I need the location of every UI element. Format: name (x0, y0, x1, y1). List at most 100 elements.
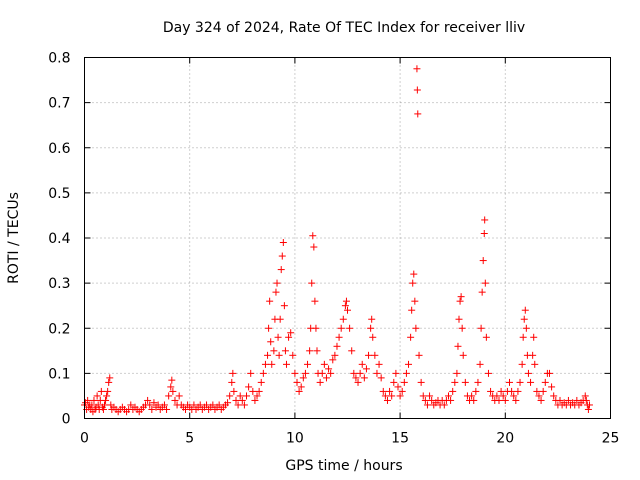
data-point (160, 401, 168, 409)
data-point (293, 378, 301, 386)
y-tick-label: 0.3 (48, 276, 70, 292)
data-point (337, 324, 345, 332)
data-point (585, 401, 593, 409)
x-tick-label: 25 (602, 431, 620, 447)
data-point (519, 333, 527, 341)
data-point (325, 365, 333, 373)
data-point (481, 279, 489, 287)
data-point (392, 369, 400, 377)
data-point (531, 360, 539, 368)
data-point (279, 239, 287, 247)
data-point (398, 387, 406, 395)
data-point (539, 387, 547, 395)
data-point (451, 378, 459, 386)
data-point (90, 396, 98, 404)
data-point (310, 243, 318, 251)
data-point (417, 378, 425, 386)
data-point (548, 383, 556, 391)
data-point (236, 392, 244, 400)
data-point (348, 347, 356, 355)
data-point (285, 333, 293, 341)
data-point (190, 401, 198, 409)
data-point (412, 324, 420, 332)
data-point (306, 347, 314, 355)
data-point (264, 351, 272, 359)
data-point (267, 338, 275, 346)
y-tick-label: 0.4 (48, 231, 70, 247)
data-point (322, 374, 330, 382)
data-point (104, 387, 112, 395)
data-point (472, 387, 480, 395)
data-point (533, 387, 541, 395)
data-point (224, 399, 232, 407)
data-point (291, 369, 299, 377)
data-point (454, 342, 462, 350)
data-point (342, 297, 350, 305)
data-point (411, 297, 419, 305)
data-point (419, 392, 427, 400)
data-point (381, 392, 389, 400)
y-tick-label: 0.6 (48, 141, 70, 157)
data-point (103, 392, 111, 400)
data-point (226, 392, 234, 400)
data-point (545, 369, 553, 377)
data-point (383, 396, 391, 404)
data-point (339, 315, 347, 323)
data-point (407, 333, 415, 341)
data-point (527, 378, 535, 386)
data-point (522, 324, 530, 332)
data-point (278, 252, 286, 260)
data-point (581, 392, 589, 400)
data-point (510, 392, 518, 400)
data-marks (81, 65, 593, 416)
data-point (423, 401, 431, 409)
data-point (524, 369, 532, 377)
data-point (508, 387, 516, 395)
y-tick-label: 0.2 (48, 321, 70, 337)
data-point (94, 401, 102, 409)
data-point (245, 383, 253, 391)
data-point (275, 351, 283, 359)
data-point (106, 374, 114, 382)
data-point (287, 329, 295, 337)
data-point (390, 378, 398, 386)
data-point (529, 351, 537, 359)
data-point (346, 324, 354, 332)
plot-frame (84, 57, 611, 419)
data-point (232, 396, 240, 404)
data-point (240, 401, 248, 409)
data-point (537, 396, 545, 404)
data-point (426, 392, 434, 400)
data-point (312, 324, 320, 332)
data-point (354, 378, 362, 386)
data-point (518, 360, 526, 368)
data-point (480, 229, 488, 237)
data-point (171, 396, 179, 404)
y-tick-label: 0.8 (48, 51, 70, 67)
data-point (365, 351, 373, 359)
data-point (243, 392, 251, 400)
data-point (584, 405, 592, 413)
chart-title: Day 324 of 2024, Rate Of TEC Index for r… (163, 20, 525, 36)
y-tick-label: 0.5 (48, 186, 70, 202)
data-point (268, 360, 276, 368)
data-point (257, 378, 265, 386)
data-point (144, 396, 152, 404)
data-point (320, 360, 328, 368)
data-point (281, 347, 289, 355)
data-point (506, 378, 514, 386)
data-point (394, 383, 402, 391)
data-point (99, 405, 107, 413)
data-point (331, 351, 339, 359)
data-point (564, 396, 572, 404)
data-point (230, 387, 238, 395)
data-point (373, 369, 381, 377)
data-point (259, 369, 267, 377)
data-point (238, 396, 246, 404)
data-point (456, 297, 464, 305)
data-point (410, 270, 418, 278)
data-point (333, 342, 341, 350)
data-point (541, 378, 549, 386)
data-point (102, 396, 110, 404)
data-point (358, 360, 366, 368)
